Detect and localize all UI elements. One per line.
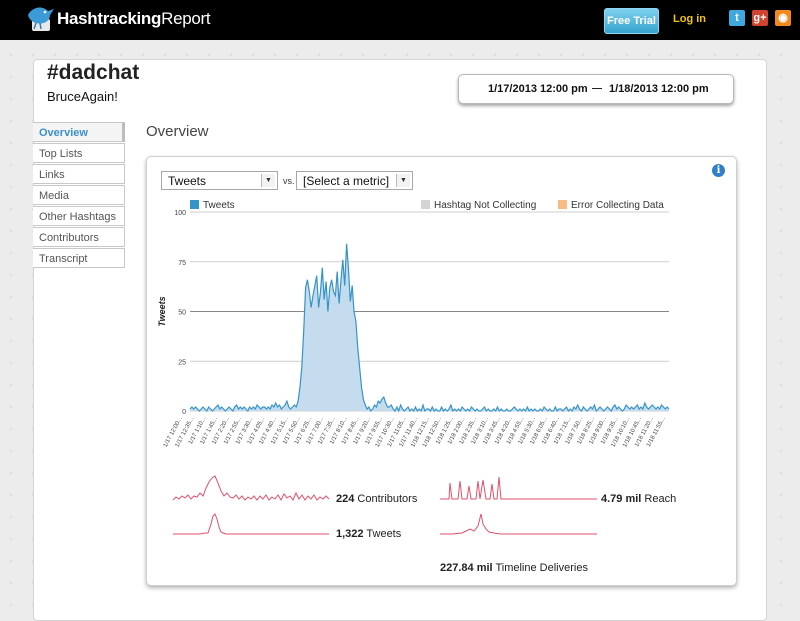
hashtag-title: #dadchat <box>47 61 140 84</box>
compare-select-value: [Select a metric] <box>303 174 390 188</box>
date-separator <box>592 88 602 89</box>
brand-name[interactable]: HashtrackingReport <box>57 9 211 29</box>
rss-icon[interactable]: ◉ <box>775 10 791 26</box>
twitter-icon[interactable]: t <box>729 10 745 26</box>
reach-value: 4.79 mil <box>601 493 642 505</box>
logo-bird-icon[interactable] <box>24 3 56 37</box>
date-end[interactable]: 1/18/2013 12:00 pm <box>609 83 709 95</box>
google-plus-icon[interactable]: g+ <box>752 10 768 26</box>
tweets-value: 1,322 <box>336 528 364 540</box>
date-range-picker[interactable]: 1/17/2013 12:00 pm 1/18/2013 12:00 pm <box>458 74 734 104</box>
nav-item-contributors[interactable]: Contributors <box>33 227 125 247</box>
overview-panel <box>146 156 737 586</box>
chevron-down-icon: ▼ <box>261 174 275 187</box>
vs-label: vs. <box>283 176 295 186</box>
brand-name-bold: Hashtracking <box>57 9 162 28</box>
metric-select[interactable]: Tweets ▼ <box>161 171 278 190</box>
info-icon[interactable]: i <box>712 164 725 177</box>
login-link[interactable]: Log in <box>673 13 706 25</box>
contributors-value: 224 <box>336 493 355 505</box>
contributors-label: Contributors <box>357 493 418 505</box>
free-trial-button[interactable]: Free Trial <box>604 8 659 34</box>
section-title: Overview <box>146 123 209 140</box>
nav-item-other-hashtags[interactable]: Other Hashtags <box>33 206 125 226</box>
tweets-label: Tweets <box>366 528 402 540</box>
chevron-down-icon: ▼ <box>396 174 410 187</box>
contributors-stat: 224 Contributors <box>336 493 417 505</box>
date-start[interactable]: 1/17/2013 12:00 pm <box>488 83 588 95</box>
report-user: BruceAgain! <box>47 89 118 104</box>
nav-item-overview[interactable]: Overview <box>33 122 125 142</box>
compare-metric-select[interactable]: [Select a metric] ▼ <box>296 171 413 190</box>
nav-item-links[interactable]: Links <box>33 164 125 184</box>
reach-label: Reach <box>644 493 677 505</box>
timeline-value: 227.84 mil <box>440 562 493 574</box>
side-nav: Overview Top Lists Links Media Other Has… <box>33 122 125 269</box>
tweets-stat: 1,322 Tweets <box>336 528 401 540</box>
metric-select-value: Tweets <box>168 174 207 188</box>
brand-name-light: Report <box>161 9 211 28</box>
reach-stat: 4.79 mil Reach <box>601 493 676 505</box>
nav-item-media[interactable]: Media <box>33 185 125 205</box>
nav-item-top-lists[interactable]: Top Lists <box>33 143 125 163</box>
nav-item-transcript[interactable]: Transcript <box>33 248 125 268</box>
timeline-stat: 227.84 mil Timeline Deliveries <box>440 562 588 574</box>
timeline-label: Timeline Deliveries <box>495 562 588 574</box>
top-bar <box>0 0 800 40</box>
